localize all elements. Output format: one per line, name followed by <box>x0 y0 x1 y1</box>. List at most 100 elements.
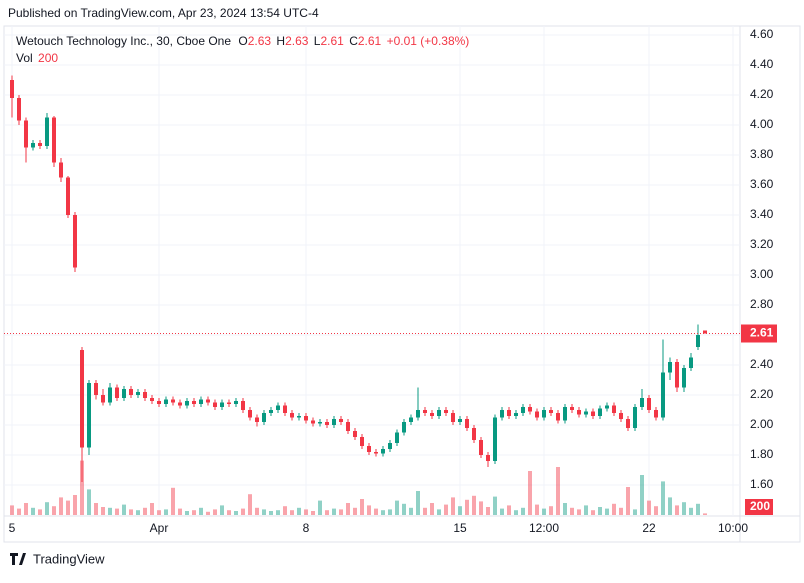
volume-bar <box>283 506 287 515</box>
candle-body <box>234 401 238 404</box>
candle-body <box>360 437 364 446</box>
volume-bar <box>549 506 553 515</box>
candle-body <box>528 407 532 412</box>
volume-bar <box>402 503 406 515</box>
volume-bar <box>612 503 616 515</box>
candle-body <box>59 162 63 178</box>
candle-body <box>570 407 574 410</box>
candle-body <box>192 401 196 404</box>
candle-body <box>157 401 161 404</box>
volume-bar <box>255 507 259 515</box>
y-tick-label: 3.20 <box>750 237 774 251</box>
volume-bar <box>430 503 434 515</box>
candle-body <box>591 411 595 416</box>
volume-bar <box>374 508 378 515</box>
close-value: 2.61 <box>358 34 382 48</box>
candle-body <box>129 389 133 395</box>
candle-body <box>388 443 392 449</box>
volume-bar <box>52 506 56 515</box>
y-tick-label: 4.00 <box>750 117 774 131</box>
candle-body <box>290 413 294 418</box>
volume-bar <box>94 503 98 515</box>
volume-bar <box>269 511 273 515</box>
low-label: L <box>314 34 321 48</box>
candle-body <box>556 413 560 421</box>
candle-body <box>339 419 343 422</box>
candle-body <box>332 419 336 425</box>
volume-bar <box>150 503 154 515</box>
volume-bar <box>171 487 175 515</box>
candle-body <box>626 419 630 428</box>
candle-body <box>612 405 616 413</box>
volume-bar <box>619 507 623 515</box>
candle-body <box>318 422 322 424</box>
candle-body <box>31 143 35 148</box>
candle-body <box>640 398 644 407</box>
candle-body <box>668 362 672 373</box>
candle-body <box>542 410 546 418</box>
candle-body <box>521 407 525 413</box>
candle-body <box>346 422 350 431</box>
candle-body <box>703 330 707 334</box>
volume-bar <box>185 511 189 515</box>
candle-body <box>87 383 91 448</box>
volume-bar <box>451 497 455 515</box>
volume-bar <box>458 506 462 515</box>
volume-bar <box>87 489 91 515</box>
volume-bar <box>647 500 651 515</box>
volume-bar <box>395 500 399 515</box>
candle-body <box>297 416 301 418</box>
candle-body <box>178 402 182 406</box>
candle-body <box>549 410 553 413</box>
volume-bar <box>262 509 266 515</box>
candle-body <box>213 402 217 407</box>
last-price-box <box>741 324 777 343</box>
candle-body <box>304 416 308 421</box>
candle-body <box>535 411 539 418</box>
last-price-label: 2.61 <box>750 326 774 340</box>
volume-bar <box>360 499 364 515</box>
volume-bar <box>528 471 532 515</box>
candle-body <box>255 417 259 422</box>
volume-bar <box>486 507 490 515</box>
volume-bar <box>570 507 574 515</box>
candle-body <box>143 392 147 398</box>
volume-bar <box>416 491 420 515</box>
volume-bar <box>367 505 371 515</box>
volume-bar <box>591 510 595 515</box>
volume-bar <box>668 497 672 515</box>
volume-bar <box>234 511 238 515</box>
volume-value: 200 <box>38 51 58 65</box>
volume-bar <box>339 509 343 515</box>
volume-bar <box>577 509 581 515</box>
x-tick-label: Apr <box>150 521 169 535</box>
volume-bar <box>332 508 336 515</box>
open-label: O <box>238 34 247 48</box>
volume-bar <box>493 496 497 515</box>
brand-logo <box>10 553 26 565</box>
x-tick-label: 5 <box>9 521 16 535</box>
change: +0.01 (+0.38%) <box>387 34 470 48</box>
volume-bar <box>640 475 644 515</box>
volume-bar <box>108 507 112 515</box>
volume-bar <box>304 509 308 515</box>
candle-body <box>353 431 357 437</box>
candle-body <box>402 422 406 433</box>
brand: TradingView <box>33 551 105 566</box>
y-tick-label: 4.20 <box>750 87 774 101</box>
high-label: H <box>276 34 285 48</box>
candle-body <box>115 387 119 398</box>
candle-body <box>563 407 567 421</box>
volume-bar <box>535 504 539 515</box>
volume-bar <box>38 509 42 515</box>
candle-body <box>444 410 448 413</box>
y-tick-label: 3.40 <box>750 207 774 221</box>
volume-bar <box>675 505 679 515</box>
volume-bar <box>248 494 252 515</box>
candle-body <box>633 407 637 428</box>
volume-bar <box>563 503 567 515</box>
candle-body <box>262 413 266 422</box>
volume-bar <box>437 509 441 515</box>
candle-body <box>675 362 679 388</box>
